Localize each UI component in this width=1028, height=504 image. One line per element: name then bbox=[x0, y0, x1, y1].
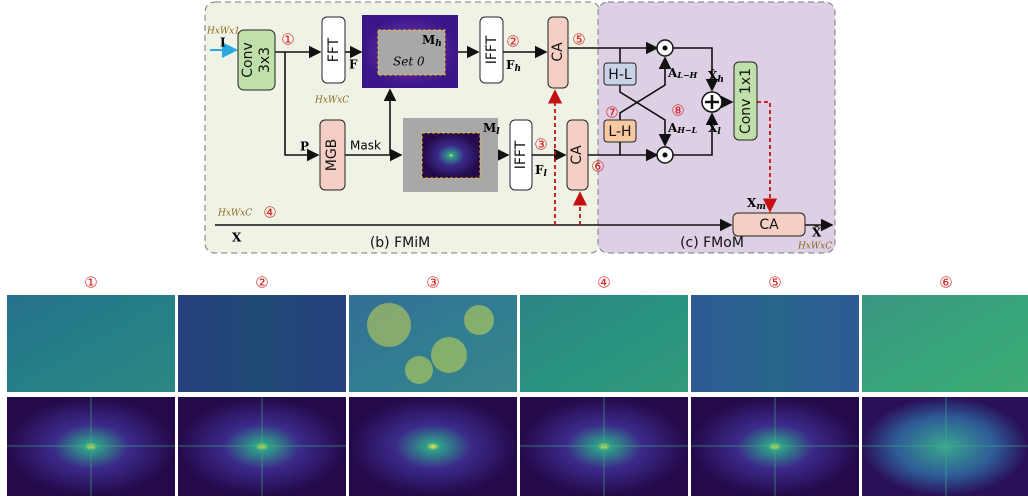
block-label: IFFT bbox=[513, 140, 529, 169]
step-marker: ⑥ bbox=[591, 158, 604, 176]
blob bbox=[431, 337, 467, 373]
shape-label: HxWxC bbox=[314, 96, 349, 106]
block-label: MGB bbox=[324, 139, 340, 172]
step-marker: ⑧ bbox=[671, 102, 684, 120]
step-marker: ④ bbox=[263, 204, 276, 222]
step-marker: ② bbox=[506, 33, 519, 51]
feature-map-texture bbox=[691, 295, 859, 392]
blob bbox=[464, 305, 494, 335]
label: Mask bbox=[350, 139, 381, 153]
feature-grid: ① ② ③ ④ ⑤ ⑥ bbox=[7, 274, 1028, 497]
column-header: ③ bbox=[426, 274, 439, 292]
page: {"diagram":{ "panels":{"fmim":"(b) FMiM"… bbox=[0, 0, 1028, 500]
low-freq-region bbox=[422, 133, 480, 178]
feature-map-texture bbox=[862, 295, 1028, 392]
block-label: 3x3 bbox=[257, 47, 273, 73]
column-header: ⑤ bbox=[768, 274, 781, 292]
feature-map-texture bbox=[520, 295, 688, 392]
label: X̃ bbox=[812, 224, 822, 239]
feature-map-texture bbox=[178, 295, 346, 392]
step-marker: ① bbox=[281, 31, 294, 49]
blob bbox=[367, 303, 411, 347]
label: P bbox=[300, 140, 309, 154]
step-marker: ⑤ bbox=[572, 31, 585, 49]
column-header: ④ bbox=[597, 274, 610, 292]
blob bbox=[405, 356, 433, 384]
block-label: IFFT bbox=[484, 35, 500, 64]
step-marker: ③ bbox=[534, 136, 547, 154]
label: X bbox=[232, 231, 242, 245]
shape-label: HxWxC bbox=[217, 209, 252, 219]
block-label: FFT bbox=[326, 37, 342, 62]
block-label: CA bbox=[550, 42, 566, 62]
step-marker: ⑦ bbox=[605, 104, 618, 122]
label: Set 0 bbox=[393, 55, 425, 69]
column-header: ② bbox=[255, 274, 268, 292]
label: F bbox=[349, 58, 358, 72]
column-header: ⑥ bbox=[939, 274, 952, 292]
block-label: H-L bbox=[608, 67, 632, 83]
block-label: Conv 1x1 bbox=[738, 68, 754, 134]
column-header: ① bbox=[84, 274, 97, 292]
panel-label: (c) FMoM bbox=[680, 235, 744, 251]
panel-label: (b) FMiM bbox=[370, 235, 430, 251]
block-label: L-H bbox=[608, 124, 631, 140]
label: I bbox=[220, 36, 226, 50]
shape-label: HxWxC bbox=[797, 242, 832, 252]
block-label: Conv bbox=[240, 42, 256, 78]
block-label: CA bbox=[569, 145, 585, 165]
block-label: CA bbox=[759, 217, 779, 233]
figure: (b) FMiM (c) FMoM Conv3x3 FFT IFFT CA MG… bbox=[0, 0, 1028, 500]
feature-map-texture bbox=[7, 295, 175, 392]
